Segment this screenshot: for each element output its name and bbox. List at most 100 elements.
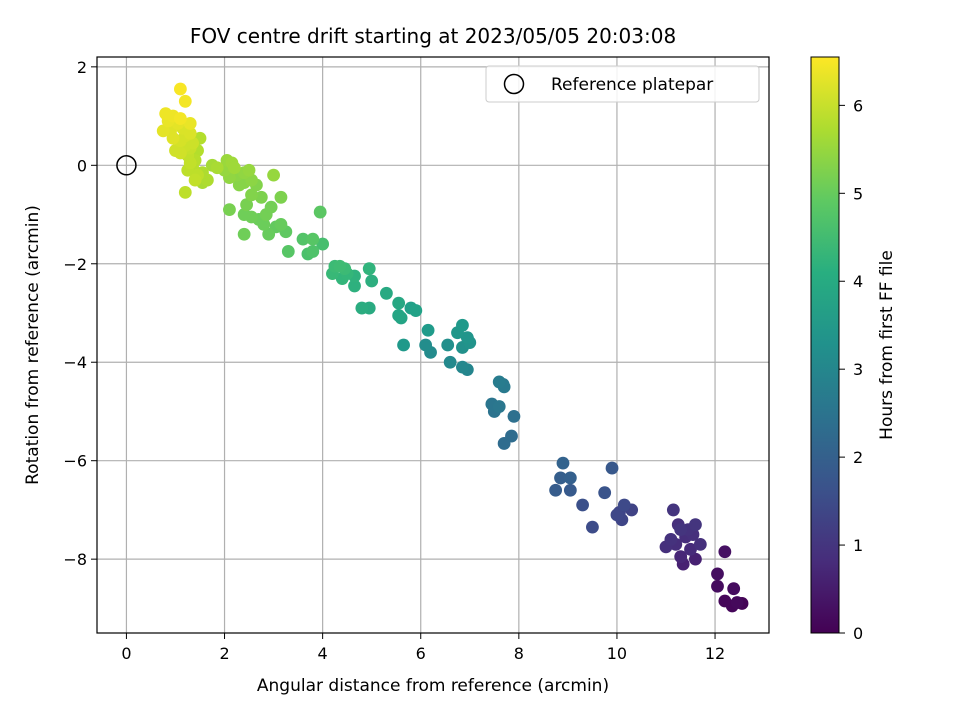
x-axis-title: Angular distance from reference (arcmin) [257,676,609,696]
y-tick-label: −6 [63,452,87,471]
data-point [173,112,187,125]
x-tick-label: 8 [514,644,524,663]
data-point [421,323,435,337]
data-point [441,338,455,352]
data-point [610,508,624,522]
colorbar-tick-label: 0 [853,624,863,643]
data-point [173,82,187,96]
data-point [456,318,469,332]
data-point [397,338,410,352]
data-point [727,582,741,596]
data-point [264,200,278,214]
legend-marker-icon [503,73,525,95]
data-point [460,331,474,345]
data-point [563,483,577,497]
colorbar-ticks: 0 1 2 3 4 5 6 [839,96,863,643]
data-point [306,245,320,258]
data-point [362,262,376,276]
chart-title: FOV centre drift starting at 2023/05/05 … [190,24,676,48]
data-point [313,205,327,219]
data-point [227,161,241,175]
data-point [156,124,170,138]
colorbar-tick-label: 1 [853,536,863,555]
y-axis-title: Rotation from reference (arcmin) [23,205,43,485]
data-point [245,188,258,202]
data-point [380,286,393,300]
data-point [689,552,702,566]
data-point [684,542,697,556]
x-tick-label: 6 [416,644,426,663]
data-point [563,471,577,485]
data-point [718,594,732,608]
data-point [711,567,724,581]
data-point [242,163,256,177]
legend: Reference platepar [485,65,760,103]
data-point [210,161,224,175]
data-point [262,227,276,241]
x-axis-ticks: 0 2 4 6 8 10 12 [121,633,725,663]
data-point [605,461,619,475]
data-point [443,355,457,369]
data-point [267,168,280,182]
data-point [159,107,173,121]
colorbar-tick-label: 6 [853,96,863,115]
legend-label: Reference platepar [551,75,713,95]
data-point [674,523,688,537]
grid-lines [97,57,769,633]
data-point [409,304,423,317]
data-point [392,309,406,322]
colorbar-tick-label: 2 [853,448,863,467]
y-tick-label: −8 [63,550,87,569]
colorbar-title: Hours from first FF file [877,250,897,440]
data-point [274,190,288,204]
data-point [355,301,369,315]
data-point [296,232,310,246]
colorbar-tick-label: 3 [853,360,863,379]
data-point [178,94,192,108]
y-tick-label: 2 [77,58,87,77]
data-point [333,259,347,273]
data-point [492,375,506,389]
data-point [281,245,295,258]
data-point [237,227,251,241]
x-tick-label: 4 [318,644,328,663]
data-point [556,456,570,470]
data-point [689,518,702,532]
data-point [254,190,268,204]
data-point [576,498,590,512]
x-tick-label: 0 [121,644,131,663]
colorbar-tick-label: 4 [853,272,863,291]
data-point [730,596,744,609]
data-point [674,550,688,564]
data-point [392,296,406,310]
y-axis-ticks: 2 0 −2 −4 −6 −8 [63,58,97,569]
plot-frame [96,56,770,634]
x-tick-label: 2 [219,644,229,663]
data-point [274,217,288,231]
data-point [666,503,680,517]
data-point [232,178,246,192]
data-point [316,237,330,251]
data-point [507,409,521,423]
data-point [492,400,506,413]
data-point [306,232,320,246]
data-point [169,144,182,157]
data-point [419,338,433,352]
data-point [497,437,511,450]
colorbar-tick-label: 5 [853,184,863,203]
scatter-points [156,82,749,613]
data-point [188,173,202,187]
data-point [554,471,567,485]
data-point [598,486,612,500]
reference-marker [116,155,137,176]
data-point [183,117,197,130]
y-tick-label: 0 [77,156,87,175]
y-tick-label: −4 [63,353,87,372]
data-point [365,274,379,288]
data-point [693,537,707,551]
data-point [237,208,251,221]
data-point [348,279,361,293]
y-tick-label: −2 [63,255,87,274]
legend-box [485,65,760,103]
data-point [223,203,236,217]
